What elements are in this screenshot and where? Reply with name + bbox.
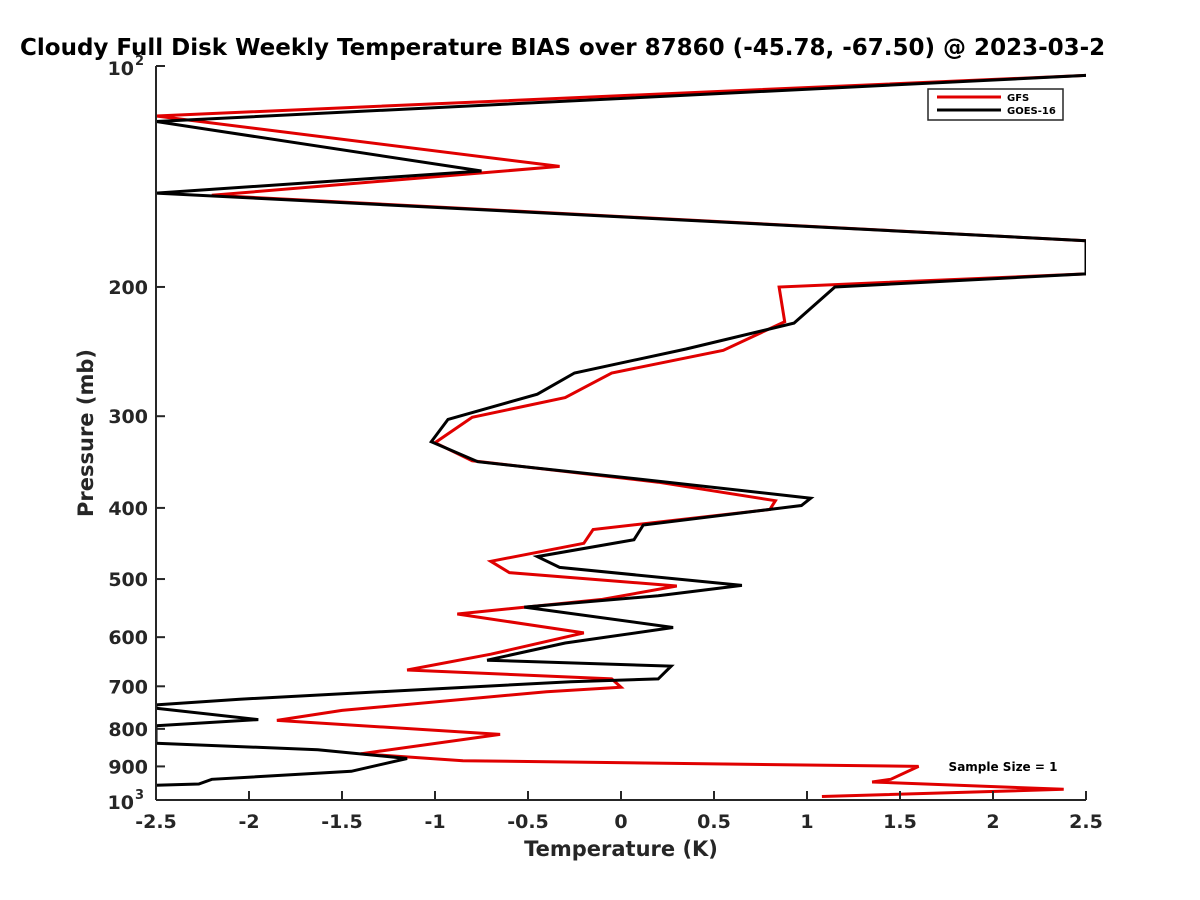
y-tick-label: 700 [108, 676, 148, 698]
x-axis-label: Temperature (K) [524, 837, 718, 861]
y-axis-label: Pressure (mb) [74, 349, 98, 517]
y-tick-label: 400 [108, 498, 148, 520]
x-tick-label: 2.5 [1069, 811, 1103, 833]
x-tick-label: 2 [986, 811, 999, 833]
y-tick-label: 300 [108, 406, 148, 428]
x-tick-label: -2.5 [135, 811, 177, 833]
plot-background [156, 66, 1086, 800]
legend-label: GFS [1007, 93, 1029, 104]
series-line-goes-16 [156, 73, 1086, 787]
sample-size-annotation: Sample Size = 1 [949, 760, 1058, 774]
y-tick-label-exponent: 2 [135, 54, 144, 69]
y-tick-label: 10 [108, 58, 134, 80]
x-tick-label: 1 [800, 811, 813, 833]
y-tick-label: 10 [108, 792, 134, 814]
chart-title: Cloudy Full Disk Weekly Temperature BIAS… [20, 35, 1105, 61]
series-layer [156, 73, 1086, 798]
x-tick-label: -1.5 [321, 811, 363, 833]
y-tick-label: 200 [108, 277, 148, 299]
x-tick-label: 1.5 [883, 811, 917, 833]
series-line-gfs [156, 73, 1086, 798]
axes-layer: -2.5 -2 -1.5 -1 -0.5 0 0.5 1 1.5 2 2.5 200 300 400 500… [108, 54, 1103, 833]
y-tick-label-exponent: 3 [135, 788, 144, 803]
y-tick-label: 800 [108, 719, 148, 741]
y-tick-label: 600 [108, 627, 148, 649]
x-tick-label: 0 [614, 811, 627, 833]
plot-area [156, 66, 1086, 800]
x-tick-label: -2 [238, 811, 259, 833]
x-tick-label: -0.5 [507, 811, 549, 833]
y-tick-label: 500 [108, 569, 148, 591]
legend: GFS GOES-16 [927, 88, 1064, 121]
legend-box [927, 88, 1064, 121]
x-tick-label: 0.5 [697, 811, 731, 833]
y-tick-label: 900 [108, 756, 148, 778]
legend-label: GOES-16 [1007, 106, 1056, 117]
x-tick-label: -1 [424, 811, 445, 833]
